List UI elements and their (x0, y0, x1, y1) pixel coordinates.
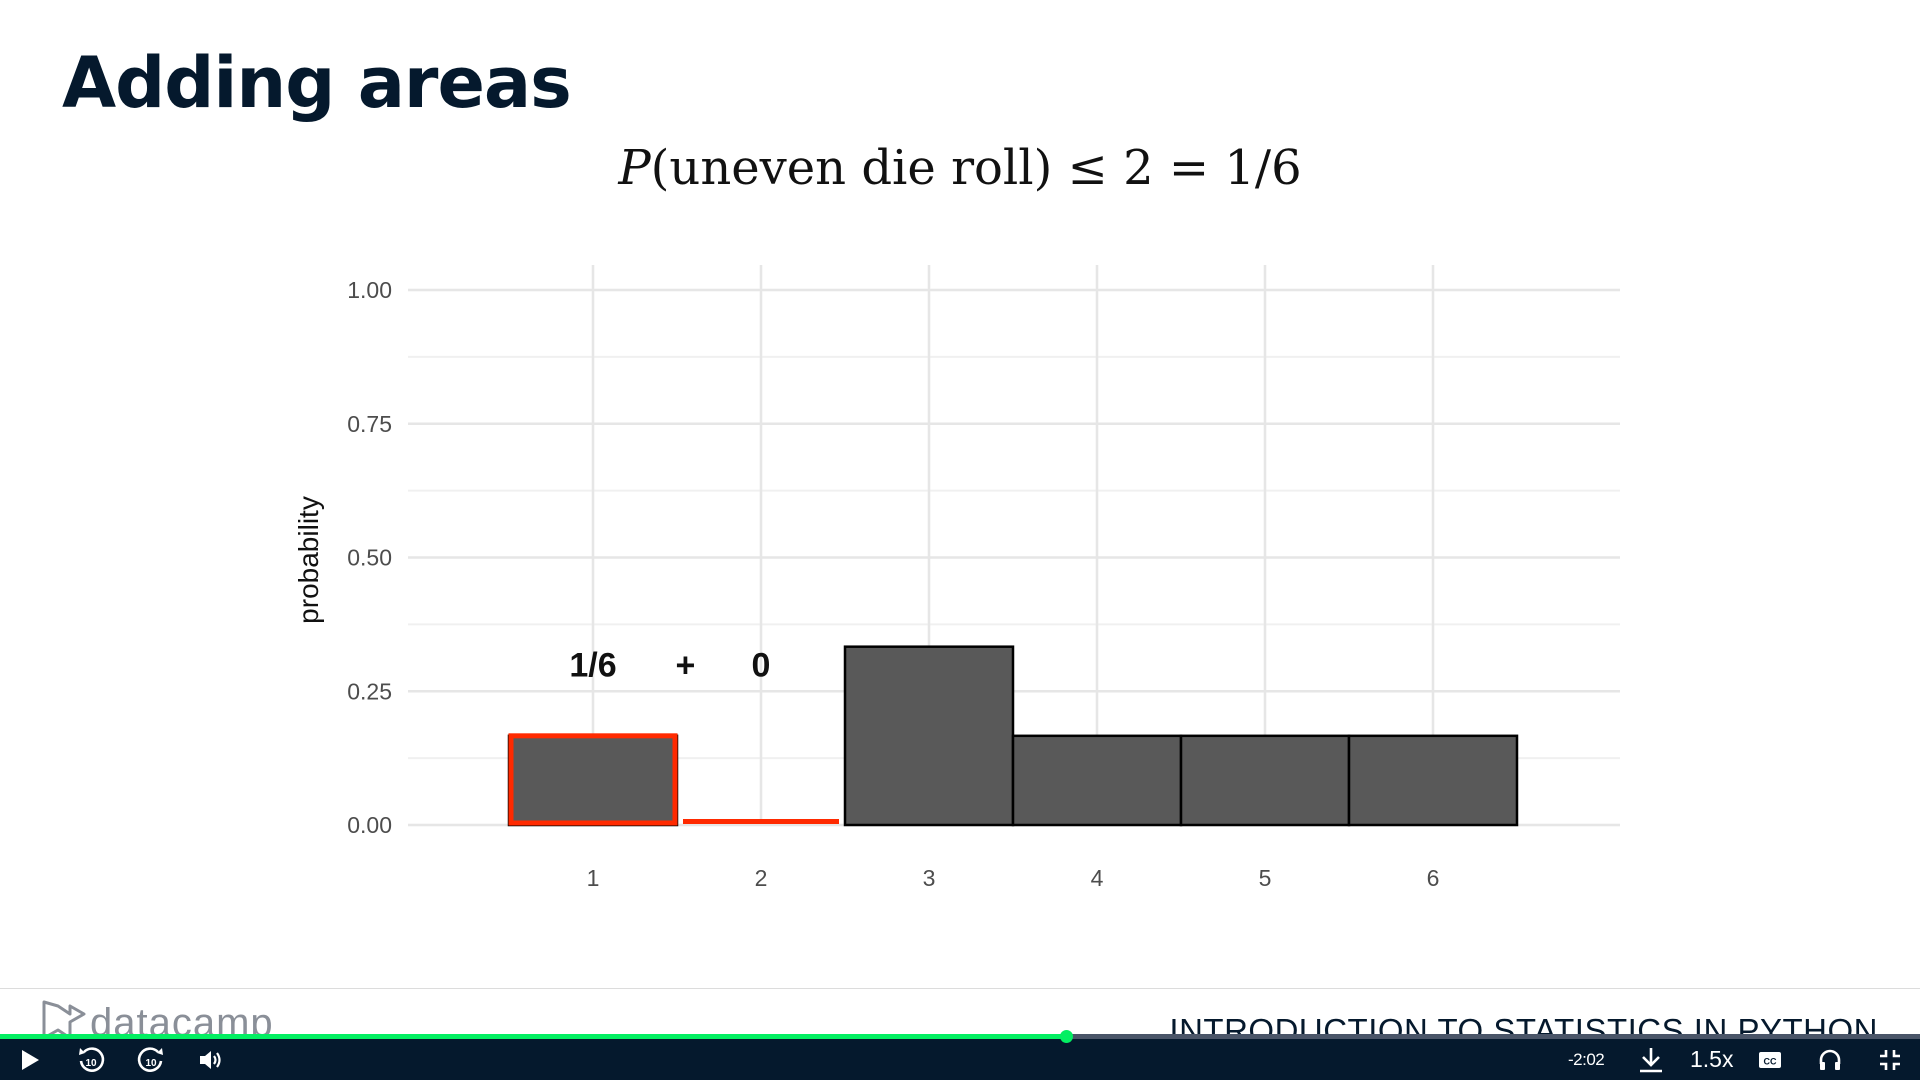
playback-speed-button[interactable]: 1.5x (1690, 1046, 1734, 1072)
play-icon (22, 1050, 39, 1070)
brand-logo: datacamp (40, 1000, 340, 1035)
y-tick-label: 0.75 (347, 411, 392, 437)
x-tick-label: 6 (1427, 865, 1440, 891)
download-icon (1640, 1048, 1662, 1073)
footer-divider (0, 988, 1920, 989)
x-tick-label: 1 (587, 865, 600, 891)
exit-fullscreen-button[interactable] (1876, 1045, 1904, 1075)
headphones-icon (1819, 1049, 1841, 1070)
forward-10-button[interactable]: 10 (134, 1045, 168, 1075)
video-player-bar (0, 1035, 1920, 1080)
progress-handle[interactable] (1059, 1030, 1073, 1043)
bar-highlight-2 (683, 819, 839, 824)
bar-highlight-1 (508, 733, 678, 826)
slide: Adding areas P(uneven die roll) ≤ 2 = 1/… (0, 42, 1920, 1035)
progress-fill (0, 1034, 1066, 1039)
x-tick-label: 4 (1091, 865, 1104, 891)
annotation-0: 1/6 (569, 647, 616, 685)
captions-button[interactable]: CC (1756, 1045, 1784, 1075)
audio-button[interactable] (1816, 1045, 1844, 1075)
y-axis-label: probability (293, 496, 324, 624)
bar-1 (507, 734, 679, 827)
x-tick-label: 3 (923, 865, 936, 891)
y-tick-label: 0.00 (347, 812, 392, 838)
volume-button[interactable] (196, 1045, 226, 1075)
time-remaining: -2:02 (1568, 1050, 1605, 1069)
brand-name: datacamp (90, 1001, 274, 1035)
bar-chart: 0.00 0.25 0.50 0.75 1.00 1 2 3 4 5 6 probability 1/6… (293, 265, 1620, 891)
formula-variable: P (618, 140, 651, 196)
y-tick-label: 0.25 (347, 678, 392, 704)
x-tick-label: 2 (755, 865, 768, 891)
bar-4 (1011, 734, 1183, 827)
play-button[interactable] (16, 1045, 44, 1075)
progress-bar[interactable] (0, 1030, 1920, 1043)
bar-5 (1179, 734, 1351, 827)
annotation-2: 0 (752, 647, 771, 685)
x-tick-label: 5 (1259, 865, 1272, 891)
svg-text:CC: CC (1764, 1057, 1777, 1067)
course-title: INTRODUCTION TO STATISTICS IN PYTHON (1169, 1012, 1878, 1035)
formula: P(uneven die roll) ≤ 2 = 1/6 (0, 140, 1920, 196)
slide-title: Adding areas (62, 42, 572, 124)
svg-text:10: 10 (85, 1058, 97, 1069)
y-tick-label: 1.00 (347, 277, 392, 303)
rewind-10-icon: 10 (79, 1047, 105, 1072)
download-button[interactable] (1636, 1045, 1666, 1075)
bar-6 (1347, 734, 1519, 827)
bar-3 (843, 645, 1015, 827)
volume-icon (200, 1051, 221, 1069)
exit-fullscreen-icon (1880, 1050, 1900, 1070)
annotation-1: + (675, 647, 695, 685)
formula-body: (uneven die roll) ≤ 2 = 1/6 (650, 140, 1302, 196)
captions-icon: CC (1759, 1052, 1781, 1068)
forward-10-icon: 10 (137, 1047, 163, 1072)
datacamp-logo-icon (42, 1000, 86, 1035)
rewind-10-button[interactable]: 10 (74, 1045, 108, 1075)
svg-text:10: 10 (145, 1058, 157, 1069)
y-tick-label: 0.50 (347, 545, 392, 571)
